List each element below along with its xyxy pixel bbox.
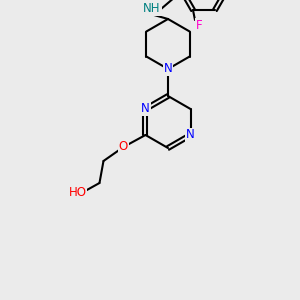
Text: N: N: [186, 128, 195, 142]
Text: O: O: [119, 140, 128, 154]
Text: N: N: [141, 103, 150, 116]
Text: N: N: [164, 62, 172, 76]
Text: NH: NH: [143, 2, 161, 16]
Text: F: F: [196, 19, 202, 32]
Text: HO: HO: [68, 187, 86, 200]
